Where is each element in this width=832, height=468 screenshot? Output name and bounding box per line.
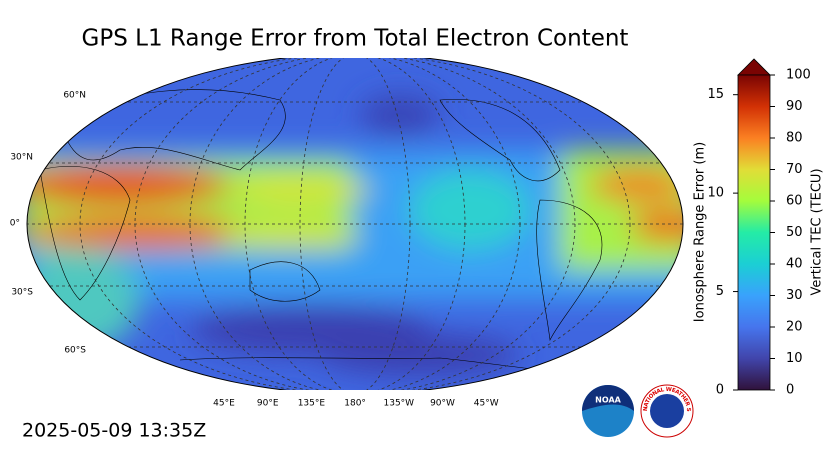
right-tick-label: 70 xyxy=(786,162,803,177)
left-tick-label: 10 xyxy=(707,186,724,201)
left-axis-label: Ionosphere Range Error (m) xyxy=(693,142,708,322)
noaa-logo: NOAA xyxy=(582,385,634,437)
title: GPS L1 Range Error from Total Electron C… xyxy=(82,26,629,52)
right-tick-label: 10 xyxy=(786,351,803,366)
lon-label: 90°E xyxy=(257,399,279,409)
left-tick-label: 5 xyxy=(716,284,724,299)
lat-label: 60°N xyxy=(63,91,86,101)
lon-label: 90°W xyxy=(430,399,455,409)
right-tick-label: 80 xyxy=(786,131,803,146)
timestamp: 2025-05-09 13:35Z xyxy=(22,420,206,442)
noaa-text: NOAA xyxy=(595,396,621,405)
right-tick-label: 60 xyxy=(786,194,803,209)
lat-label: 30°N xyxy=(10,153,33,163)
lon-label: 135°W xyxy=(384,399,415,409)
left-tick-label: 15 xyxy=(707,87,724,102)
right-axis-label: Vertical TEC (TECU) xyxy=(810,168,825,295)
lat-label: 60°S xyxy=(64,346,86,356)
lon-label: 45°W xyxy=(474,399,499,409)
right-tick-label: 30 xyxy=(786,288,803,303)
lon-label: 135°E xyxy=(298,399,326,409)
right-tick-label: 40 xyxy=(786,257,803,272)
lat-label: 0° xyxy=(10,219,20,229)
right-tick-label: 20 xyxy=(786,320,803,335)
colorbar: 0 5 10 15 0 10 20 30 40 50 60 70 80 90 100 xyxy=(707,58,811,398)
right-tick-label: 90 xyxy=(786,99,803,114)
map xyxy=(26,58,684,390)
right-tick-label: 100 xyxy=(786,68,811,83)
lon-label: 45°E xyxy=(213,399,235,409)
lon-label: 180° xyxy=(344,399,366,409)
right-tick-label: 0 xyxy=(786,383,794,398)
left-tick-label: 0 xyxy=(716,383,724,398)
right-tick-label: 50 xyxy=(786,225,803,240)
lat-label: 30°S xyxy=(11,288,33,298)
